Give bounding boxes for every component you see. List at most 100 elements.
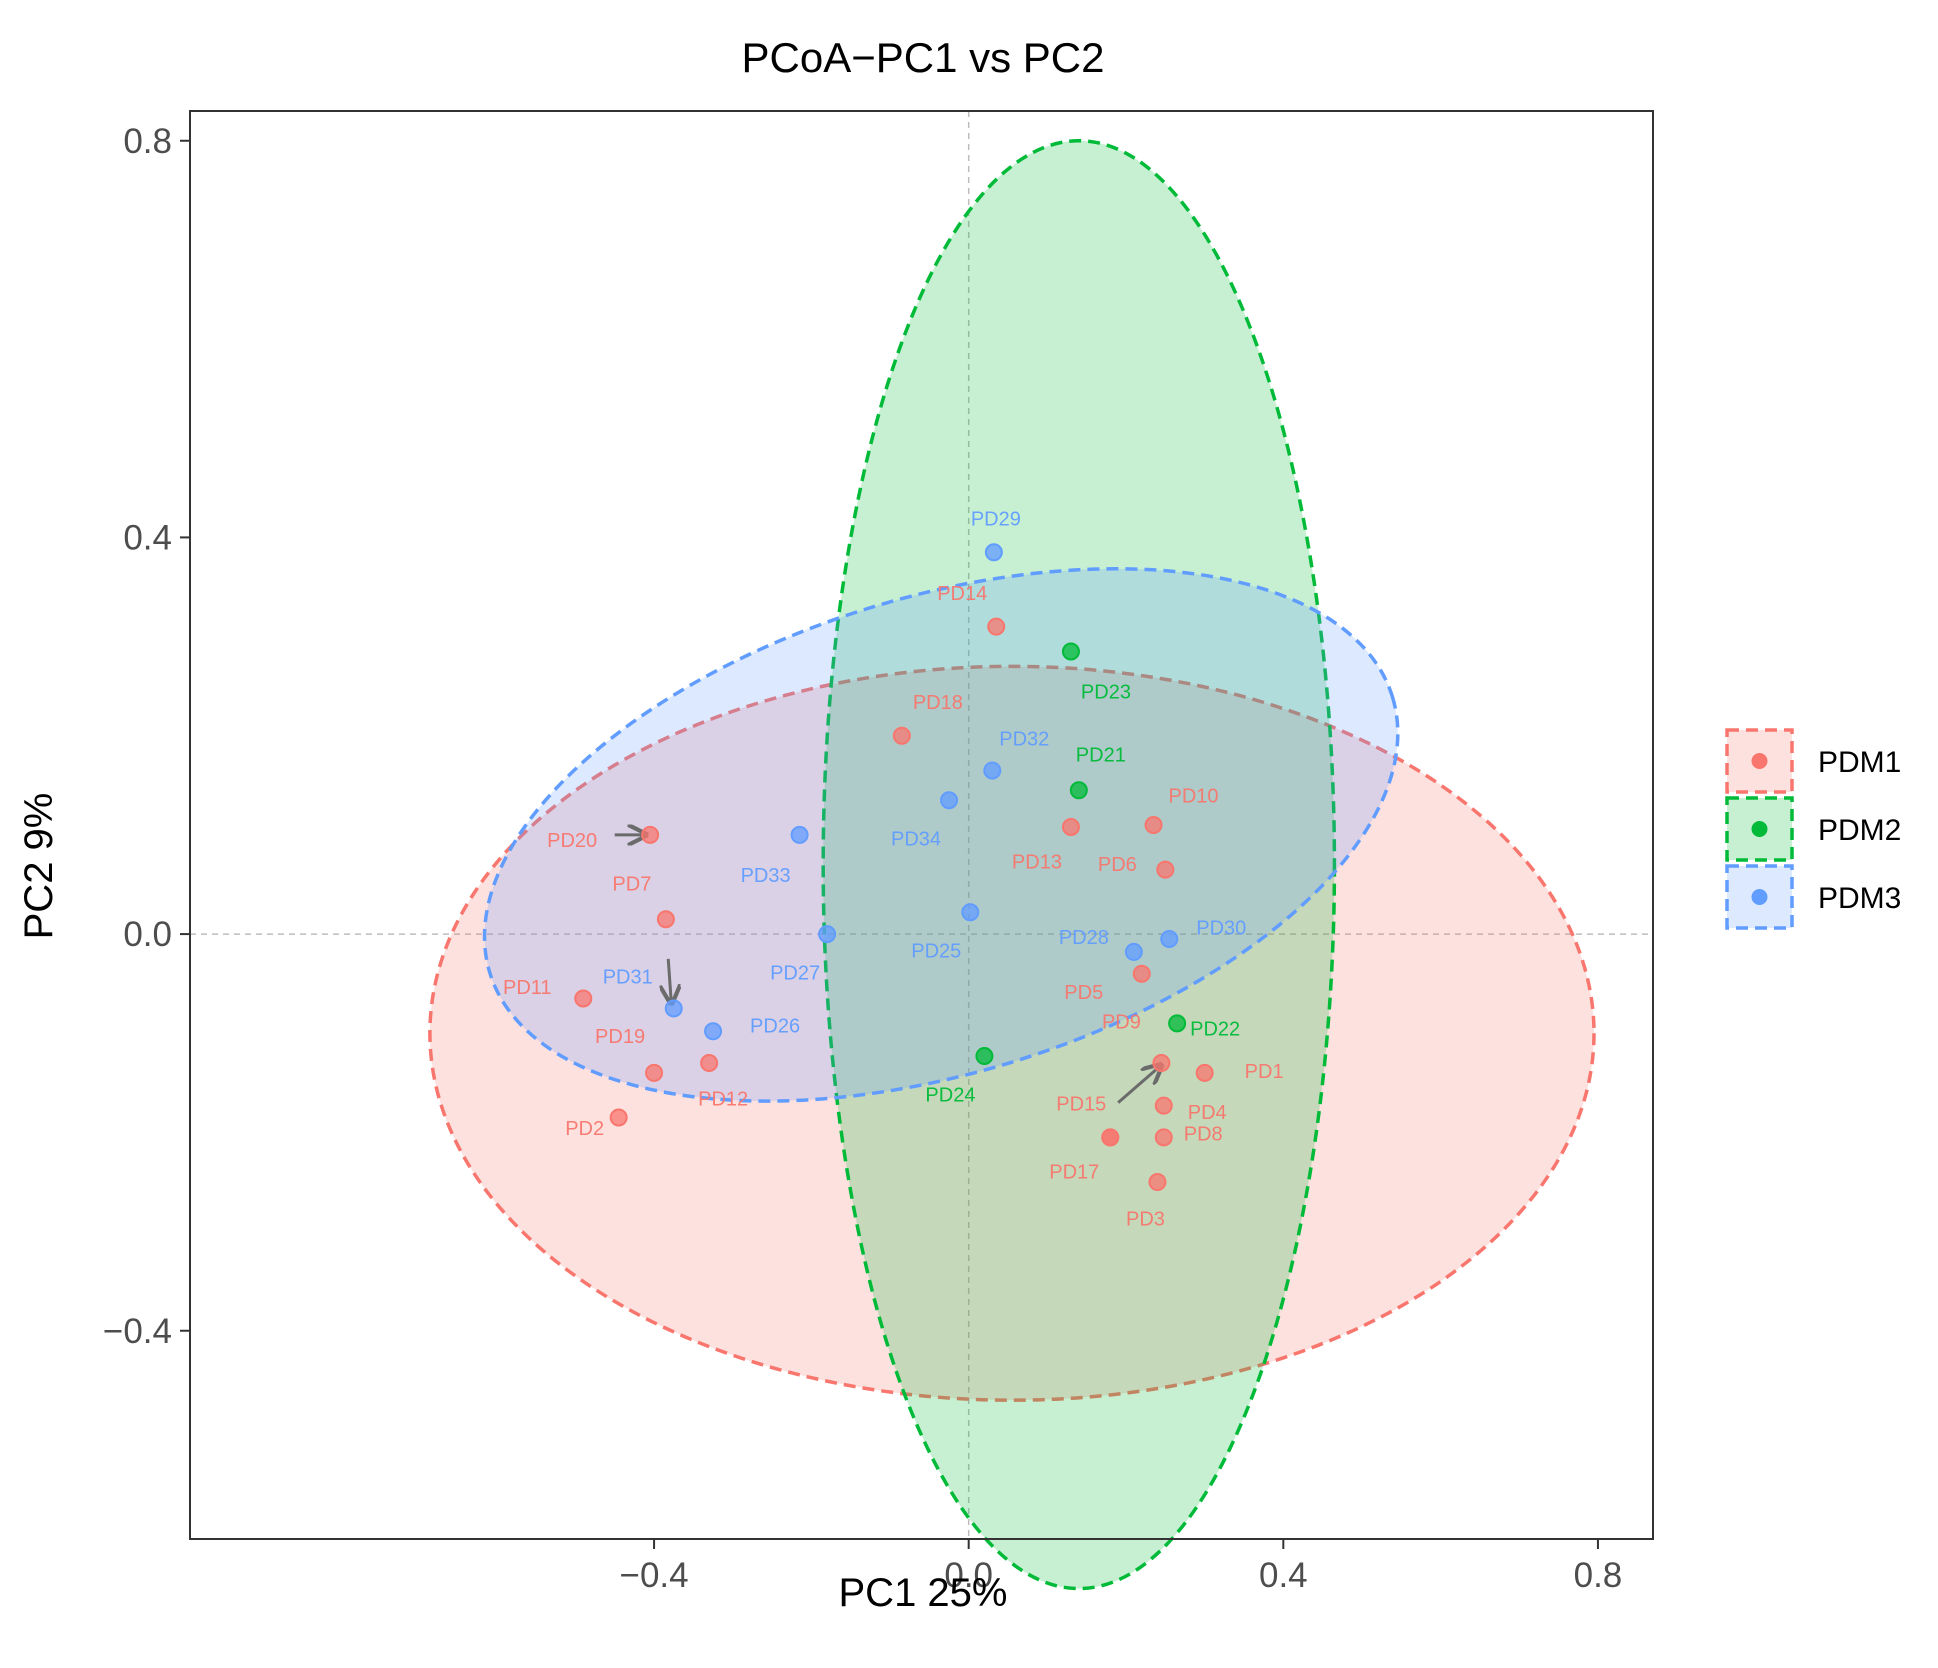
x-axis-title: PC1 25% bbox=[839, 1571, 1008, 1615]
ellipse-pdm3 bbox=[482, 567, 1400, 1103]
plot-panel bbox=[190, 111, 1653, 1539]
chart-title: PCoA−PC1 vs PC2 bbox=[742, 34, 1105, 81]
y-axis-ticks: −0.4 0.0 0.4 0.8 bbox=[103, 122, 190, 1351]
confidence-ellipses bbox=[428, 139, 1596, 1591]
point-pd29 bbox=[984, 543, 1003, 562]
label-pd26: PD26 bbox=[750, 1016, 800, 1038]
legend-point bbox=[1751, 821, 1768, 837]
x-tick-label: 0.0 bbox=[944, 1556, 993, 1595]
label-pd23: PD23 bbox=[1081, 682, 1131, 704]
point-pd10 bbox=[1144, 816, 1163, 834]
point-pd32 bbox=[983, 761, 1002, 780]
label-pd19: PD19 bbox=[595, 1026, 645, 1048]
label-pd33: PD33 bbox=[741, 865, 791, 887]
legend-point bbox=[1751, 753, 1768, 769]
label-pd11: PD11 bbox=[503, 977, 552, 999]
point-pd31 bbox=[664, 999, 683, 1018]
y-axis-title: PC2 9% bbox=[17, 793, 61, 940]
point-pd11 bbox=[574, 989, 593, 1008]
label-pd32: PD32 bbox=[999, 729, 1049, 751]
label-pd15: PD15 bbox=[1056, 1094, 1106, 1116]
legend-item-pdm1: PDM1 bbox=[1725, 728, 1901, 794]
point-pd19 bbox=[645, 1063, 664, 1082]
reference-lines bbox=[190, 111, 1653, 1539]
legend-label: PDM3 bbox=[1818, 882, 1901, 915]
point-pd4 bbox=[1154, 1096, 1173, 1115]
label-pd2: PD2 bbox=[565, 1118, 604, 1140]
point-pd14 bbox=[987, 617, 1006, 636]
legend-label: PDM1 bbox=[1818, 746, 1901, 779]
label-pd14: PD14 bbox=[937, 583, 987, 605]
point-pd22 bbox=[1168, 1014, 1187, 1033]
label-arrow-3 bbox=[1117, 1065, 1161, 1104]
x-tick-label: −0.4 bbox=[620, 1556, 689, 1595]
label-pd17: PD17 bbox=[1049, 1162, 1099, 1184]
y-tick-label: 0.8 bbox=[123, 122, 172, 161]
point-pd2 bbox=[609, 1108, 628, 1127]
legend: PDM1 PDM2 PDM3 bbox=[1725, 728, 1901, 930]
point-pd9 bbox=[1152, 1054, 1171, 1072]
y-tick-label: −0.4 bbox=[103, 1312, 172, 1351]
point-pd8 bbox=[1154, 1128, 1173, 1147]
ellipse-pdm2 bbox=[821, 139, 1337, 1591]
point-pd27 bbox=[818, 925, 837, 944]
point-pd18 bbox=[892, 726, 911, 745]
label-pd22: PD22 bbox=[1190, 1019, 1240, 1041]
y-tick-label: 0.0 bbox=[123, 915, 172, 954]
label-pd13: PD13 bbox=[1012, 851, 1062, 873]
point-pd26 bbox=[704, 1022, 723, 1041]
label-pd20: PD20 bbox=[547, 830, 597, 852]
label-pd12: PD12 bbox=[698, 1088, 748, 1110]
y-tick-label: 0.4 bbox=[123, 518, 172, 557]
point-pd13 bbox=[1061, 817, 1080, 836]
label-pd7: PD7 bbox=[612, 873, 651, 895]
label-pd21: PD21 bbox=[1076, 745, 1126, 767]
label-pd1: PD1 bbox=[1245, 1061, 1284, 1083]
point-pd7 bbox=[656, 910, 675, 929]
point-pd5 bbox=[1132, 964, 1151, 983]
plot-border bbox=[189, 110, 1654, 1540]
label-pd18: PD18 bbox=[913, 692, 963, 714]
label-pd31: PD31 bbox=[603, 967, 653, 989]
data-points bbox=[574, 543, 1214, 1191]
label-pd34: PD34 bbox=[891, 828, 941, 850]
point-pd23 bbox=[1061, 642, 1080, 661]
point-pd28 bbox=[1124, 942, 1143, 961]
label-pd6: PD6 bbox=[1098, 854, 1137, 876]
label-pd29: PD29 bbox=[971, 509, 1021, 531]
label-pd8: PD8 bbox=[1184, 1124, 1223, 1146]
point-pd1 bbox=[1195, 1063, 1214, 1082]
point-pd34 bbox=[940, 791, 959, 810]
legend-item-pdm3: PDM3 bbox=[1725, 864, 1901, 930]
label-pd9: PD9 bbox=[1102, 1011, 1141, 1033]
label-pd30: PD30 bbox=[1196, 917, 1246, 939]
point-pd33 bbox=[790, 825, 809, 844]
label-pd10: PD10 bbox=[1169, 785, 1219, 807]
label-pd27: PD27 bbox=[770, 962, 820, 984]
point-pd3 bbox=[1148, 1173, 1167, 1191]
point-pd6 bbox=[1156, 860, 1175, 879]
point-pd30 bbox=[1160, 930, 1179, 949]
label-arrows bbox=[614, 835, 1162, 1104]
point-pd24 bbox=[975, 1047, 994, 1066]
label-pd24: PD24 bbox=[925, 1084, 975, 1106]
legend-item-pdm2: PDM2 bbox=[1725, 796, 1901, 862]
legend-label: PDM2 bbox=[1818, 814, 1901, 847]
point-pd17 bbox=[1101, 1128, 1120, 1147]
legend-point bbox=[1751, 889, 1768, 905]
point-pd21 bbox=[1069, 781, 1088, 800]
point-labels: PD1 PD2 PD3 PD4 PD5 PD6 PD7 PD8 PD9 PD10 PD11 PD12 P… bbox=[503, 509, 1284, 1231]
label-arrow-2 bbox=[668, 958, 671, 1004]
point-pd20 bbox=[641, 825, 660, 844]
point-pd25 bbox=[961, 903, 980, 922]
label-pd4: PD4 bbox=[1188, 1102, 1227, 1124]
label-pd25: PD25 bbox=[911, 941, 961, 963]
label-pd28: PD28 bbox=[1059, 927, 1109, 949]
point-pd12 bbox=[700, 1054, 719, 1072]
x-tick-label: 0.4 bbox=[1259, 1556, 1308, 1595]
label-pd5: PD5 bbox=[1064, 982, 1103, 1004]
label-pd3: PD3 bbox=[1126, 1208, 1165, 1230]
x-axis-ticks: −0.4 0.0 0.4 0.8 bbox=[620, 1539, 1623, 1595]
x-tick-label: 0.8 bbox=[1574, 1556, 1623, 1595]
